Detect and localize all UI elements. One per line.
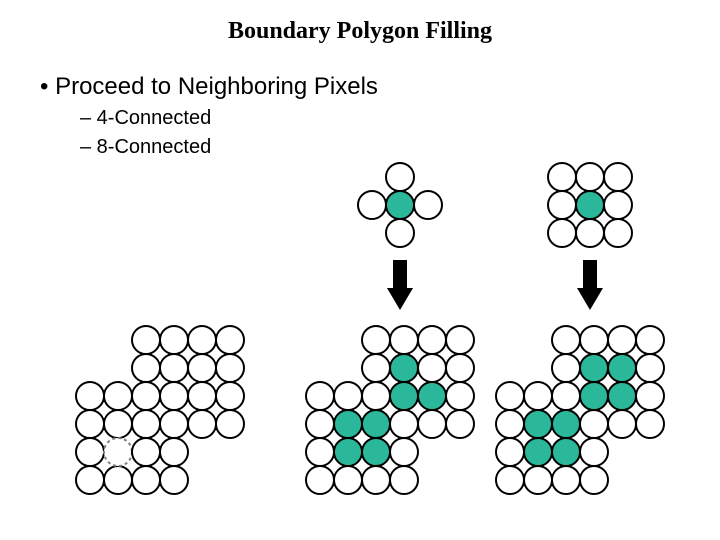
diagram-svg <box>0 0 720 540</box>
